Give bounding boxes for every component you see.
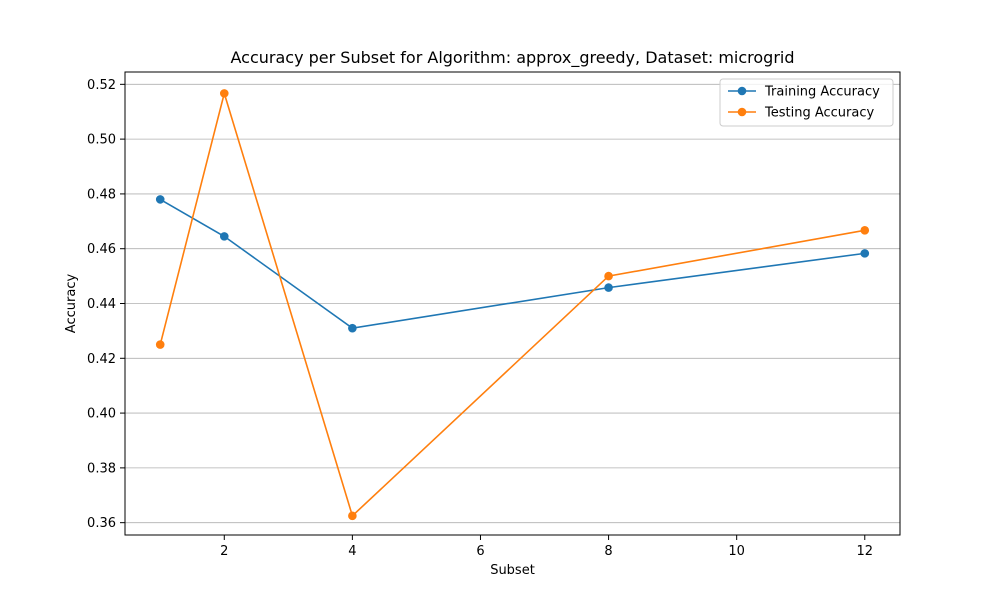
legend-marker-testing-accuracy: [737, 107, 747, 117]
data-point-training-accuracy: [348, 323, 357, 333]
x-tick-label: 6: [476, 544, 484, 559]
legend-label-testing-accuracy: Testing Accuracy: [764, 106, 874, 121]
data-point-testing-accuracy: [860, 226, 870, 235]
legend-items: Training Accuracy Testing Accuracy: [728, 85, 880, 121]
y-axis-label: Accuracy: [64, 274, 79, 334]
x-tick-label: 4: [348, 544, 356, 559]
gridlines: [125, 83, 900, 524]
data-point-testing-accuracy: [219, 89, 229, 98]
legend-box: [719, 78, 894, 127]
y-tick-label: 0.48: [87, 187, 116, 202]
y-tick-label: 0.42: [87, 352, 116, 367]
data-point-training-accuracy: [604, 283, 613, 292]
y-axis-ticks: 0.36 0.38 0.40 0.42 0.44 0.46 0.48 0.50 0.52: [87, 78, 125, 531]
y-tick-label: 0.44: [87, 297, 116, 312]
data-point-training-accuracy: [155, 195, 165, 204]
data-point-testing-accuracy: [604, 271, 613, 281]
legend-label-training-accuracy: Training Accuracy: [764, 85, 880, 100]
legend-marker-training-accuracy: [737, 86, 747, 96]
legend: Training Accuracy Testing Accuracy: [719, 78, 894, 127]
chart-title: Accuracy per Subset for Algorithm: appro…: [231, 48, 795, 68]
x-tick-label: 2: [220, 544, 228, 559]
y-tick-label: 0.50: [87, 133, 116, 148]
series-layer: [155, 89, 870, 521]
legend-item-testing-accuracy: Testing Accuracy: [728, 106, 874, 121]
data-point-testing-accuracy: [348, 511, 357, 521]
y-tick-label: 0.46: [87, 242, 116, 257]
x-tick-label: 10: [728, 544, 745, 559]
data-point-training-accuracy: [219, 232, 229, 241]
x-tick-label: 8: [604, 544, 612, 559]
y-tick-label: 0.40: [87, 407, 116, 422]
y-tick-label: 0.52: [87, 78, 116, 93]
x-tick-label: 12: [856, 544, 873, 559]
data-point-training-accuracy: [860, 249, 870, 258]
x-axis-ticks: 2 4 6 8 10 12: [220, 535, 873, 559]
y-tick-label: 0.38: [87, 461, 116, 476]
data-point-testing-accuracy: [155, 340, 165, 349]
x-axis-label: Subset: [490, 563, 535, 578]
legend-item-training-accuracy: Training Accuracy: [728, 85, 880, 100]
y-tick-label: 0.36: [87, 516, 116, 531]
